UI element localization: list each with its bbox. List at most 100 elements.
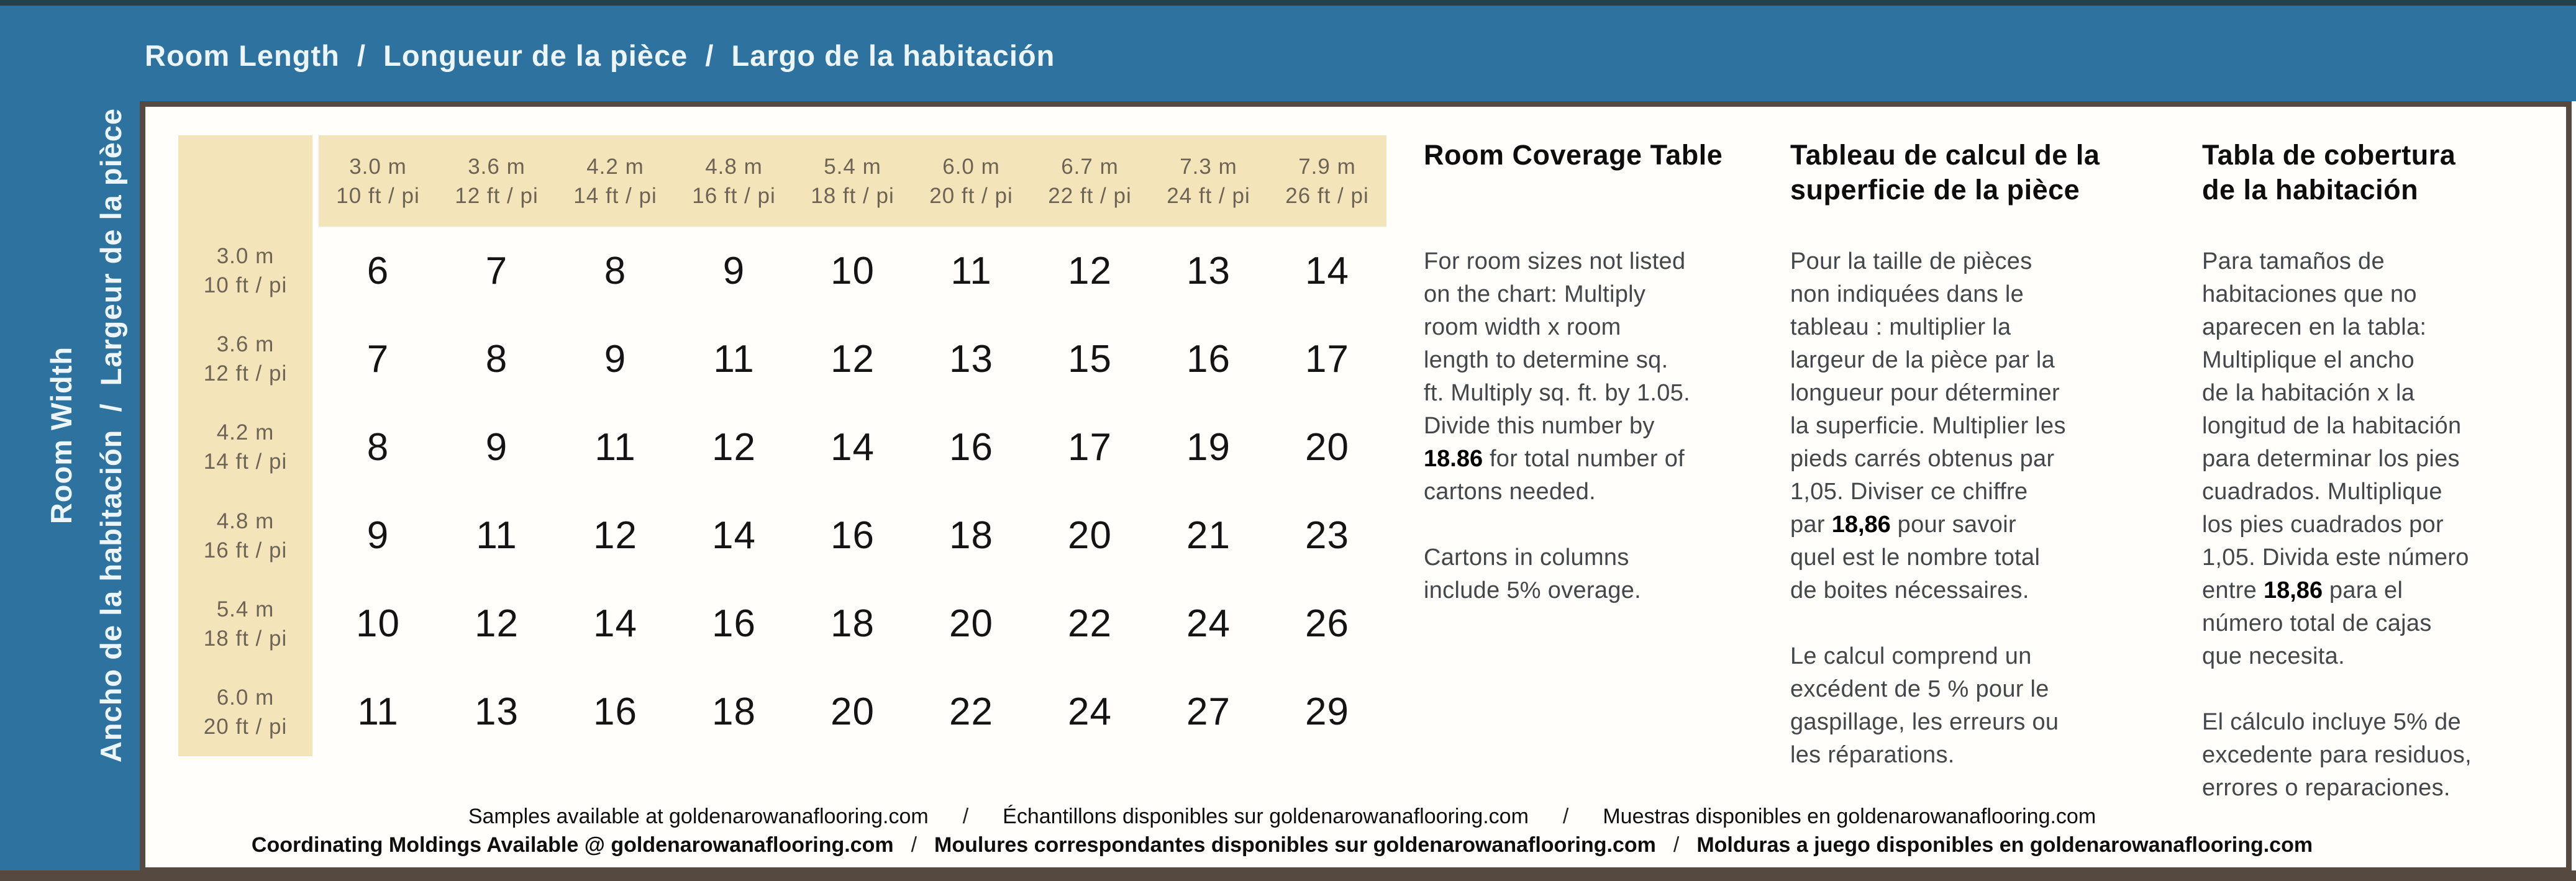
col-header: 4.2 m 14 ft / pi	[556, 135, 675, 227]
carton-count: 11	[594, 425, 636, 469]
col-header-ft: 10 ft / pi	[336, 183, 420, 208]
carton-count: 9	[604, 337, 627, 381]
footer-samples-en: Samples available at goldenarowanafloori…	[468, 805, 929, 828]
section-title-english: Room Coverage Table	[1424, 139, 1723, 171]
footer-moldings-line: Coordinating Moldings Available @ golden…	[234, 832, 2330, 858]
col-header-m: 7.9 m	[1298, 154, 1356, 179]
footer-samples-es: Muestras disponibles en goldenarowanaflo…	[1603, 805, 2096, 828]
table-cell: 20	[793, 668, 912, 756]
carton-count: 18	[831, 602, 875, 646]
section-paragraph-2-french: Le calcul comprend un excédent de 5 % po…	[1790, 643, 2059, 768]
carton-count: 14	[831, 425, 875, 469]
carton-count: 13	[475, 690, 519, 734]
room-width-label-en: Room Width	[44, 346, 78, 525]
p1-text-b: para el número total de cajas que necesi…	[2202, 577, 2432, 669]
col-header-m: 3.6 m	[468, 154, 526, 179]
col-header-m: 5.4 m	[824, 154, 881, 179]
row-header: 4.2 m 14 ft / pi	[178, 403, 319, 492]
col-header: 7.9 m 26 ft / pi	[1268, 135, 1386, 227]
carton-count: 24	[1068, 690, 1112, 734]
carton-count: 12	[593, 514, 637, 558]
footer-separator: /	[1562, 805, 1569, 828]
table-cell: 13	[912, 315, 1031, 403]
col-header: 3.6 m 12 ft / pi	[437, 135, 556, 227]
table-cell: 11	[675, 315, 793, 403]
col-header: 6.7 m 22 ft / pi	[1031, 135, 1149, 227]
section-paragraph-2-english: Cartons in columns include 5% overage.	[1424, 544, 1642, 603]
col-header-ft: 26 ft / pi	[1285, 183, 1369, 208]
carton-divisor-value: 18,86	[1831, 512, 1891, 538]
table-cell: 16	[556, 668, 675, 756]
footer-moldings-es: Molduras a juego disponibles en goldenar…	[1696, 833, 2313, 857]
carton-count: 12	[475, 602, 519, 646]
table-cell: 11	[319, 668, 437, 756]
table-cell: 15	[1031, 315, 1149, 403]
carton-count: 8	[485, 337, 508, 381]
carton-count: 8	[366, 425, 389, 469]
table-cell: 18	[675, 668, 793, 756]
card-bottom-edge	[0, 870, 2576, 881]
table-cell: 12	[1031, 227, 1149, 315]
table-cell: 24	[1031, 668, 1149, 756]
p1-text-a: Para tamaños de habitaciones que no apar…	[2202, 248, 2469, 603]
table-cell: 8	[556, 227, 675, 315]
carton-count: 16	[1186, 337, 1231, 381]
section-english: Room Coverage Table For room sizes not l…	[1424, 138, 1796, 607]
section-title-spanish: Tabla de cobertura de la habitación	[2202, 139, 2456, 206]
table-cell: 11	[556, 403, 675, 491]
row-header-m: 6.0 m	[216, 685, 275, 710]
carton-count: 9	[485, 425, 508, 469]
table-cell: 9	[437, 403, 556, 491]
card-top-edge	[0, 0, 2576, 6]
carton-count: 9	[722, 249, 745, 292]
col-header-m: 6.0 m	[942, 154, 1000, 179]
carton-count: 20	[831, 690, 875, 734]
table-cell: 12	[675, 403, 793, 491]
row-header: 6.0 m 20 ft / pi	[178, 667, 319, 756]
table-cell: 10	[793, 227, 912, 315]
col-header-ft: 18 ft / pi	[811, 183, 894, 208]
col-header-ft: 12 ft / pi	[455, 183, 539, 208]
carton-count: 12	[712, 425, 756, 469]
table-cell: 8	[437, 315, 556, 403]
carton-count: 18	[949, 514, 993, 558]
carton-count: 13	[949, 337, 993, 381]
col-header-m: 6.7 m	[1061, 154, 1119, 179]
room-width-label-es-fr: Ancho de la habitación / Largeur de la p…	[94, 107, 127, 763]
row-header-m: 4.8 m	[216, 508, 275, 533]
col-header: 7.3 m 24 ft / pi	[1149, 135, 1268, 227]
footer-separator: /	[962, 805, 969, 828]
footer-moldings-fr: Moulures correspondantes disponibles sur…	[934, 833, 1656, 857]
table-cell: 22	[912, 668, 1031, 756]
table-cell: 21	[1149, 492, 1268, 580]
carton-count: 11	[950, 249, 992, 292]
footer-moldings-en: Coordinating Moldings Available @ golden…	[251, 833, 894, 857]
content-panel	[140, 101, 2572, 873]
carton-count: 15	[1068, 337, 1112, 381]
carton-count: 19	[1186, 425, 1231, 469]
col-header-ft: 14 ft / pi	[573, 183, 657, 208]
table-cell: 17	[1268, 315, 1386, 403]
table-cell: 9	[675, 227, 793, 315]
table-cell: 11	[437, 492, 556, 580]
carton-count: 12	[831, 337, 875, 381]
table-cell: 11	[912, 227, 1031, 315]
row-header-m: 3.6 m	[216, 332, 275, 357]
carton-count: 18	[712, 690, 756, 734]
p1-text-a: For room sizes not listed on the chart: …	[1424, 248, 1690, 439]
table-cell: 6	[319, 227, 437, 315]
table-cell: 9	[319, 492, 437, 580]
col-header-m: 4.8 m	[705, 154, 763, 179]
left-blue-band	[0, 0, 140, 875]
footer-separator: /	[911, 833, 917, 857]
carton-count: 16	[593, 690, 637, 734]
carton-count: 22	[949, 690, 993, 734]
col-header: 5.4 m 18 ft / pi	[793, 135, 912, 227]
carton-count: 10	[356, 602, 400, 646]
carton-count: 14	[712, 514, 756, 558]
section-paragraph-2-spanish: El cálculo incluye 5% de excedente para …	[2202, 709, 2472, 801]
row-header-m: 4.2 m	[216, 420, 275, 445]
col-header-ft: 24 ft / pi	[1167, 183, 1250, 208]
section-spanish: Tabla de cobertura de la habitación Para…	[2202, 138, 2575, 805]
footer-samples-line: Samples available at goldenarowanafloori…	[434, 803, 2130, 829]
